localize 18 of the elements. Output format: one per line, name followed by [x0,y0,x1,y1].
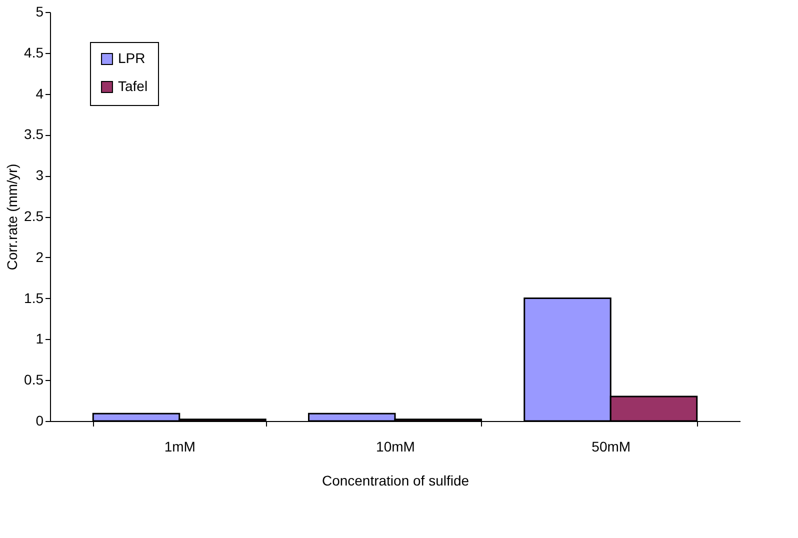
x-tick-label: 50mM [592,438,631,454]
x-axis-title: Concentration of sulfide [322,472,470,488]
y-axis-title: Corr.rate (mm/yr) [4,164,20,270]
x-tick-label: 10mM [376,438,415,454]
y-tick-label: 2.5 [24,208,44,224]
y-tick-label: 0 [36,412,44,428]
y-tick-label: 4 [36,85,44,102]
y-tick-label: 3.5 [24,126,44,142]
y-tick-label: 1 [36,330,44,347]
y-tick-label: 3 [36,167,44,184]
x-tick-label: 1mM [164,438,196,454]
y-tick-label: 5 [36,4,44,20]
y-tick-label: 1.5 [24,290,44,306]
y-tick-label: 2 [36,248,44,265]
legend-label: LPR [118,50,146,66]
y-tick-label: 0.5 [24,372,44,388]
legend-label: Tafel [118,78,148,94]
y-tick-label: 4.5 [24,44,44,60]
